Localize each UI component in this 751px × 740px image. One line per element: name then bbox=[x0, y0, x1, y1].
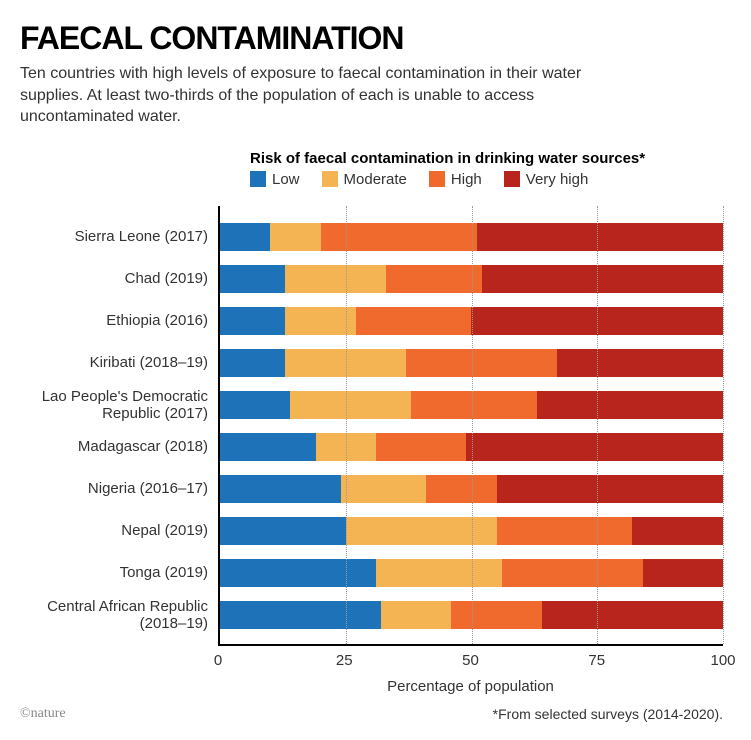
legend-swatch bbox=[429, 171, 445, 187]
row-label: Madagascar (2018) bbox=[20, 426, 218, 468]
legend-label: Low bbox=[272, 171, 300, 188]
bar-segment-high bbox=[497, 517, 633, 545]
x-ticks: 0255075100 bbox=[218, 646, 723, 670]
bar-segment-high bbox=[376, 433, 467, 461]
x-tick-label: 0 bbox=[214, 652, 222, 669]
legend-item: Low bbox=[250, 171, 300, 188]
bar-segment-low bbox=[220, 433, 316, 461]
gridline bbox=[472, 206, 473, 644]
bar-segment-very_high bbox=[497, 475, 723, 503]
footnote-text: *From selected surveys (2014-2020). bbox=[493, 706, 723, 722]
bar-segment-very_high bbox=[542, 601, 723, 629]
bar-segment-low bbox=[220, 559, 376, 587]
bar-segment-moderate bbox=[376, 559, 502, 587]
bar-segment-low bbox=[220, 391, 290, 419]
row-label: Central African Republic (2018–19) bbox=[20, 594, 218, 636]
bar-segment-very_high bbox=[466, 433, 723, 461]
bar-segment-moderate bbox=[285, 265, 386, 293]
bar-segment-low bbox=[220, 475, 341, 503]
gridline bbox=[723, 206, 724, 644]
gridline bbox=[346, 206, 347, 644]
bar-segment-high bbox=[356, 307, 472, 335]
row-label: Lao People's Democratic Republic (2017) bbox=[20, 384, 218, 426]
bar-segment-moderate bbox=[290, 391, 411, 419]
bar-segment-low bbox=[220, 517, 346, 545]
x-tick-label: 25 bbox=[336, 652, 353, 669]
bar-segment-low bbox=[220, 349, 285, 377]
credit-text: ©nature bbox=[20, 706, 66, 722]
bar-segment-very_high bbox=[537, 391, 723, 419]
bar-segment-low bbox=[220, 265, 285, 293]
footer: ©nature *From selected surveys (2014-202… bbox=[20, 706, 723, 722]
row-label: Ethiopia (2016) bbox=[20, 300, 218, 342]
bar-segment-high bbox=[502, 559, 643, 587]
bar-segment-high bbox=[406, 349, 557, 377]
bar-segment-low bbox=[220, 223, 270, 251]
bar-segment-high bbox=[426, 475, 496, 503]
legend-label: High bbox=[451, 171, 482, 188]
legend-swatch bbox=[322, 171, 338, 187]
bar-segment-moderate bbox=[346, 517, 497, 545]
chart-title: FAECAL CONTAMINATION bbox=[20, 20, 723, 57]
bar-segment-very_high bbox=[557, 349, 723, 377]
bar-segment-very_high bbox=[632, 517, 723, 545]
bar-segment-moderate bbox=[381, 601, 451, 629]
x-tick-label: 75 bbox=[588, 652, 605, 669]
legend-label: Moderate bbox=[344, 171, 407, 188]
row-label: Sierra Leone (2017) bbox=[20, 216, 218, 258]
bar-segment-high bbox=[386, 265, 482, 293]
bar-segment-low bbox=[220, 601, 381, 629]
legend-item: Very high bbox=[504, 171, 589, 188]
chart-area: Sierra Leone (2017)Chad (2019)Ethiopia (… bbox=[20, 206, 723, 646]
bar-segment-low bbox=[220, 307, 285, 335]
row-label: Nepal (2019) bbox=[20, 510, 218, 552]
bars-column bbox=[218, 206, 723, 646]
bar-segment-very_high bbox=[643, 559, 723, 587]
gridline bbox=[597, 206, 598, 644]
legend-title: Risk of faecal contamination in drinking… bbox=[250, 150, 723, 167]
row-label: Chad (2019) bbox=[20, 258, 218, 300]
x-tick-label: 50 bbox=[462, 652, 479, 669]
legend-item: High bbox=[429, 171, 482, 188]
bar-segment-moderate bbox=[341, 475, 427, 503]
legend-swatch bbox=[250, 171, 266, 187]
x-axis-label: Percentage of population bbox=[218, 678, 723, 695]
row-label: Tonga (2019) bbox=[20, 552, 218, 594]
bar-segment-high bbox=[411, 391, 537, 419]
chart-subtitle: Ten countries with high levels of exposu… bbox=[20, 63, 640, 128]
row-label: Nigeria (2016–17) bbox=[20, 468, 218, 510]
bar-segment-moderate bbox=[270, 223, 320, 251]
row-labels-column: Sierra Leone (2017)Chad (2019)Ethiopia (… bbox=[20, 206, 218, 646]
legend-label: Very high bbox=[526, 171, 589, 188]
bar-segment-very_high bbox=[477, 223, 723, 251]
bar-segment-high bbox=[451, 601, 542, 629]
x-tick-label: 100 bbox=[710, 652, 735, 669]
row-label: Kiribati (2018–19) bbox=[20, 342, 218, 384]
bar-segment-high bbox=[321, 223, 477, 251]
legend-items: Low Moderate High Very high bbox=[250, 171, 723, 188]
legend: Risk of faecal contamination in drinking… bbox=[250, 150, 723, 188]
bar-segment-very_high bbox=[482, 265, 723, 293]
legend-swatch bbox=[504, 171, 520, 187]
legend-item: Moderate bbox=[322, 171, 407, 188]
